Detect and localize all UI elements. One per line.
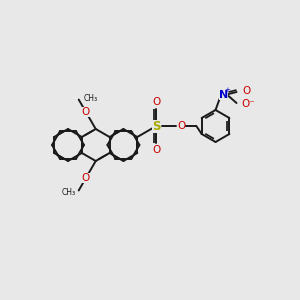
Text: O: O bbox=[152, 145, 160, 155]
Text: O: O bbox=[242, 86, 251, 96]
Text: CH₃: CH₃ bbox=[84, 94, 98, 103]
Text: O: O bbox=[152, 97, 160, 107]
Text: N: N bbox=[219, 90, 228, 100]
Text: O: O bbox=[177, 121, 185, 131]
Text: S: S bbox=[152, 119, 160, 133]
Text: +: + bbox=[225, 87, 230, 93]
Text: O: O bbox=[82, 107, 90, 117]
Text: CH₃: CH₃ bbox=[61, 188, 76, 197]
Text: O⁻: O⁻ bbox=[242, 99, 255, 109]
Text: O: O bbox=[82, 173, 90, 183]
